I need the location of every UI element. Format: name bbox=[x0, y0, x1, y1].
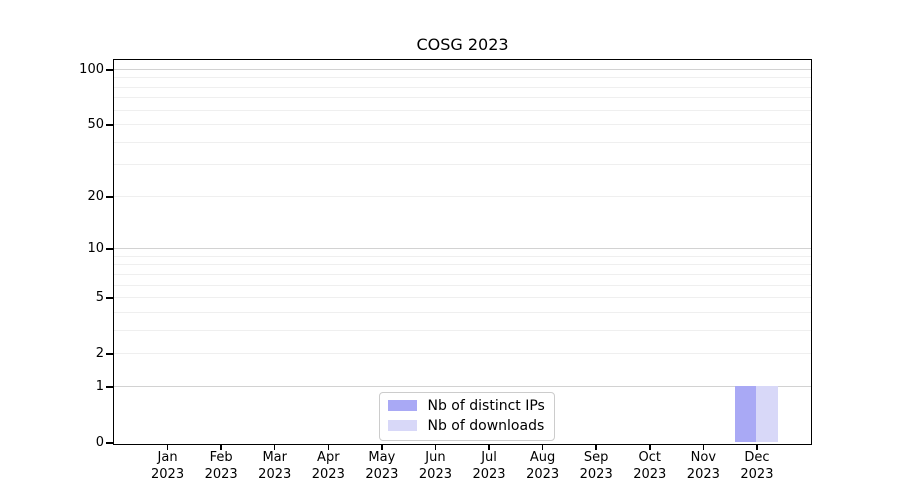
y-tick-mark bbox=[106, 69, 113, 71]
x-tick-mark bbox=[702, 444, 705, 450]
x-tick-label: Jun 2023 bbox=[418, 450, 452, 482]
legend-label: Nb of downloads bbox=[427, 417, 545, 434]
bar-downloads bbox=[756, 386, 778, 443]
x-tick-mark bbox=[488, 444, 490, 450]
x-tick-label: Sep 2023 bbox=[579, 450, 613, 482]
y-tick-label: 20 bbox=[87, 188, 104, 204]
y-tick-label: 1 bbox=[95, 378, 104, 394]
x-tick-mark bbox=[756, 444, 758, 450]
x-tick-label: Jul 2023 bbox=[472, 450, 506, 482]
x-tick-label: Feb 2023 bbox=[204, 450, 238, 482]
x-tick-mark bbox=[649, 444, 651, 450]
y-tick-mark bbox=[106, 124, 113, 126]
x-tick-label: Jan 2023 bbox=[151, 450, 185, 482]
y-gridline-minor bbox=[113, 86, 811, 88]
x-tick-mark bbox=[327, 444, 330, 450]
legend-swatch bbox=[387, 400, 417, 411]
y-tick-mark bbox=[106, 297, 113, 299]
x-tick-label: Nov 2023 bbox=[686, 450, 720, 482]
y-tick-label: 100 bbox=[79, 61, 104, 77]
bar-distinct-ips bbox=[735, 386, 757, 443]
x-tick-mark bbox=[595, 444, 597, 450]
x-tick-mark bbox=[273, 444, 276, 450]
x-tick-label: Oct 2023 bbox=[633, 450, 667, 482]
x-tick-mark bbox=[541, 444, 544, 450]
y-gridline-major bbox=[113, 385, 811, 387]
y-tick-label: 10 bbox=[87, 241, 104, 257]
y-tick-mark bbox=[106, 353, 113, 355]
x-tick-label: Apr 2023 bbox=[311, 450, 345, 482]
x-tick-mark bbox=[220, 444, 222, 450]
legend-label: Nb of distinct IPs bbox=[427, 397, 545, 414]
x-tick-mark bbox=[166, 444, 169, 450]
y-gridline-minor bbox=[113, 141, 811, 143]
y-tick-mark bbox=[106, 386, 113, 388]
y-tick-label: 50 bbox=[87, 117, 104, 133]
x-tick-label: Aug 2023 bbox=[526, 450, 560, 482]
y-gridline-minor bbox=[113, 297, 811, 299]
y-gridline-minor bbox=[113, 284, 811, 286]
x-tick-label: Dec 2023 bbox=[740, 450, 774, 482]
legend: Nb of distinct IPs Nb of downloads bbox=[378, 391, 555, 441]
y-tick-label: 2 bbox=[95, 346, 104, 362]
y-gridline-minor bbox=[113, 124, 811, 126]
legend-entry: Nb of distinct IPs bbox=[387, 397, 545, 414]
y-gridline-major bbox=[113, 248, 811, 250]
y-gridline-minor bbox=[113, 77, 811, 79]
x-tick-label: May 2023 bbox=[365, 450, 399, 482]
y-tick-label: 5 bbox=[95, 290, 104, 306]
legend-entry: Nb of downloads bbox=[387, 417, 545, 434]
x-tick-mark bbox=[381, 444, 383, 450]
y-tick-mark bbox=[106, 442, 113, 444]
plot-area bbox=[112, 58, 812, 445]
y-gridline-minor bbox=[113, 255, 811, 257]
y-tick-label: 0 bbox=[95, 435, 104, 450]
x-tick-mark bbox=[434, 444, 437, 450]
y-gridline-minor bbox=[113, 353, 811, 355]
chart-title: COSG 2023 bbox=[416, 35, 509, 54]
y-gridline-minor bbox=[113, 264, 811, 266]
y-gridline-minor bbox=[113, 311, 811, 313]
y-gridline-minor bbox=[113, 273, 811, 275]
y-gridline-minor bbox=[113, 109, 811, 111]
y-gridline-minor bbox=[113, 164, 811, 166]
y-gridline-minor bbox=[113, 195, 811, 197]
y-gridline-minor bbox=[113, 97, 811, 99]
legend-swatch bbox=[387, 420, 417, 431]
y-tick-mark bbox=[106, 248, 113, 250]
y-gridline-major bbox=[113, 68, 811, 70]
x-tick-label: Mar 2023 bbox=[258, 450, 292, 482]
y-gridline-minor bbox=[113, 329, 811, 331]
y-tick-mark bbox=[106, 196, 113, 198]
